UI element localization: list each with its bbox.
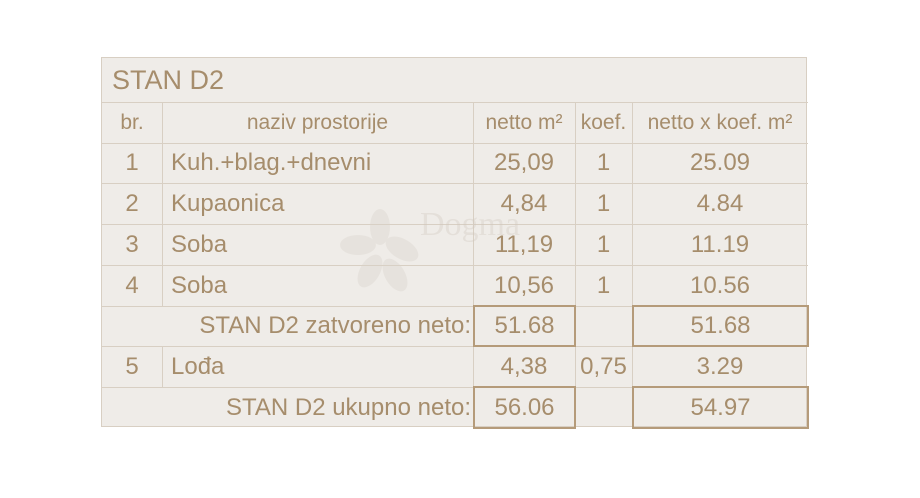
- grid-line: [632, 224, 633, 265]
- grid-line: [632, 102, 633, 143]
- grid-line: [575, 346, 576, 387]
- grid-line: [102, 224, 808, 225]
- netto-area: 25,09: [493, 149, 555, 176]
- netto-area: 11,19: [494, 230, 554, 258]
- grid-line: [473, 224, 474, 265]
- netto-coef-area: 4.84: [696, 189, 744, 217]
- grid-line: [162, 102, 163, 143]
- grid-line: [102, 387, 808, 388]
- netto-coef-area: 25.09: [689, 149, 751, 176]
- row-number: 3: [125, 230, 139, 258]
- grid-line: [575, 224, 576, 265]
- row-number: 1: [125, 149, 139, 176]
- subtotal-netto: 51.68: [473, 305, 576, 347]
- row-number: 4: [125, 271, 139, 299]
- grid-line: [102, 346, 808, 347]
- grid-line: [575, 265, 576, 306]
- netto-coef-area: 3.29: [696, 352, 744, 380]
- netto-coef-area: 10.56: [689, 271, 751, 299]
- column-header-coef: koef.: [580, 110, 627, 134]
- grid-line: [473, 143, 474, 183]
- room-name: Lođa: [171, 352, 225, 380]
- grid-line: [473, 346, 474, 387]
- coefficient: 1: [596, 230, 611, 258]
- coefficient: 1: [596, 149, 611, 176]
- column-header-name: naziv prostorije: [246, 110, 389, 134]
- total-label: STAN D2 ukupno neto:: [225, 393, 471, 421]
- grid-line: [632, 183, 633, 224]
- grid-line: [575, 183, 576, 224]
- grid-line: [162, 346, 163, 387]
- row-number: 5: [125, 352, 139, 380]
- grid-line: [162, 224, 163, 265]
- total-netto-coef: 54.97: [632, 386, 809, 429]
- room-name: Kupaonica: [171, 189, 285, 217]
- subtotal-netto-coef: 51.68: [632, 305, 809, 347]
- grid-line: [575, 102, 576, 143]
- grid-line: [102, 183, 808, 184]
- column-header-netto: netto m²: [485, 110, 563, 134]
- grid-line: [162, 183, 163, 224]
- grid-line: [632, 346, 633, 387]
- grid-line: [102, 102, 808, 103]
- netto-area: 10,56: [493, 271, 555, 299]
- room-name: Kuh.+blag.+dnevni: [171, 149, 372, 176]
- grid-line: [162, 143, 163, 183]
- coefficient: 1: [596, 189, 611, 217]
- room-name: Soba: [171, 230, 228, 258]
- grid-line: [102, 306, 808, 307]
- netto-area: 4,84: [500, 189, 548, 217]
- table-title: STAN D2: [112, 64, 225, 95]
- grid-line: [473, 183, 474, 224]
- column-header-netto-coef: netto x koef. m²: [647, 110, 793, 134]
- grid-line: [162, 265, 163, 306]
- grid-line: [575, 143, 576, 183]
- grid-line: [102, 143, 808, 144]
- grid-line: [632, 143, 633, 183]
- subtotal-label: STAN D2 zatvoreno neto:: [199, 312, 471, 339]
- netto-area: 4,38: [500, 352, 548, 380]
- grid-line: [473, 265, 474, 306]
- grid-line: [632, 265, 633, 306]
- grid-line: [473, 102, 474, 143]
- column-header-no: br.: [120, 110, 144, 134]
- netto-coef-area: 11.19: [690, 230, 750, 258]
- coefficient: 0,75: [580, 352, 627, 380]
- coefficient: 1: [596, 271, 611, 299]
- grid-line: [102, 265, 808, 266]
- total-netto: 56.06: [473, 386, 576, 429]
- room-name: Soba: [171, 271, 228, 299]
- row-number: 2: [125, 189, 139, 217]
- room-area-table: STAN D2 br. naziv prostorije netto m² koef. n…: [101, 57, 809, 429]
